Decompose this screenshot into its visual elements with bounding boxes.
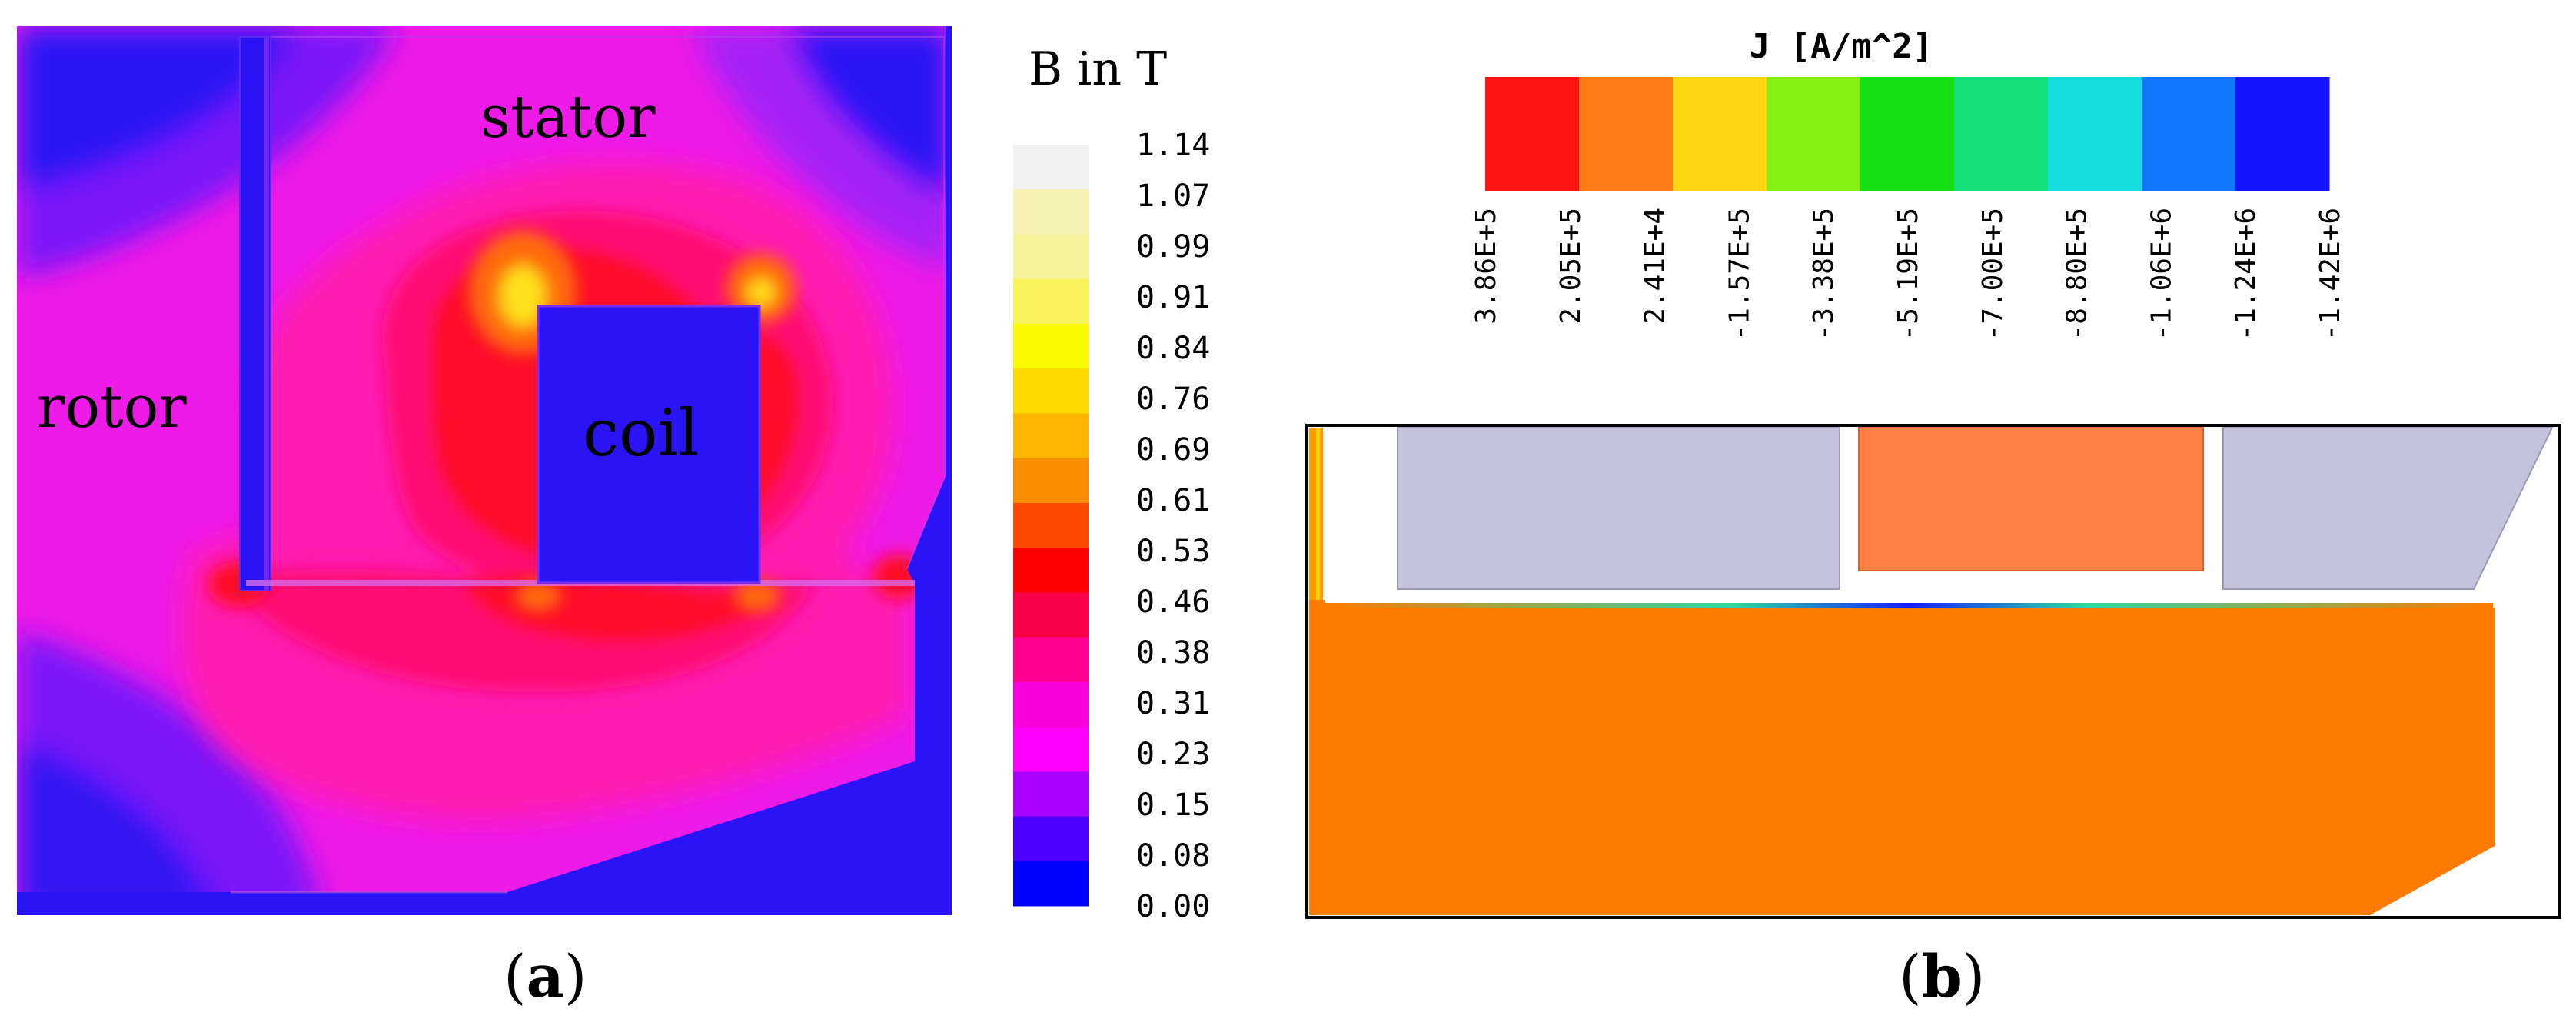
legend-b-tick-label: 2.05E+5 [1555, 208, 1587, 325]
legend-b-swatch [1860, 77, 1955, 191]
legend-a-tick-label: 0.23 [1136, 737, 1210, 772]
legend-a-tick-label: 0.38 [1136, 635, 1210, 671]
legend-b-tick-label: -8.80E+5 [2062, 208, 2093, 341]
legend-b-tick-label: -1.42E+6 [2315, 208, 2346, 341]
legend-a-swatch [1013, 458, 1089, 504]
legend-b-tick-label: 3.86E+5 [1471, 208, 1502, 325]
coil-region [537, 305, 761, 584]
panel-b-current-density-plot: J [A/m^2] 3.86E+5 2.05E+5 2.41E+4 -1.57E+5 -… [1305, 27, 2561, 1011]
legend-a-tick-label: 0.00 [1136, 889, 1210, 924]
legend-a-swatch [1013, 368, 1089, 414]
legend-b-title: J [A/m^2] [1750, 27, 1933, 66]
legend-a-tick-label: 0.46 [1136, 584, 1210, 620]
legend-b-tick-label: -1.24E+6 [2230, 208, 2262, 341]
field-boundary-bottom-region [17, 892, 538, 915]
legend-b-tick-label: -7.00E+5 [1977, 208, 2009, 341]
legend-a-tick-label: 0.08 [1136, 838, 1210, 874]
field-map [17, 26, 952, 915]
legend-a-tick-label: 0.31 [1136, 686, 1210, 721]
panel-a-flux-density-plot: stator rotor coil B in T 1.14 1.07 0.99 0.9… [17, 26, 1210, 1011]
legend-a-swatch [1013, 323, 1089, 369]
rotor-conductor [1309, 608, 2495, 915]
rotor-left-edge [1309, 600, 1325, 915]
coil-conductor [1858, 427, 2204, 571]
caption-a: (a) [504, 942, 587, 1011]
legend-a-swatch [1013, 816, 1089, 862]
legend-b-swatch [1954, 77, 2049, 191]
stator-tooth-right [2222, 427, 2554, 590]
legend-a-swatch [1013, 548, 1089, 593]
legend-a-swatch [1013, 145, 1089, 190]
coil-label: coil [583, 395, 699, 471]
legend-a-swatch [1013, 413, 1089, 459]
legend-b-ticks: 3.86E+5 2.05E+5 2.41E+4 -1.57E+5 -3.38E+5 -5.… [1471, 208, 2346, 341]
legend-b-tick-label: -1.06E+6 [2146, 208, 2177, 341]
legend-a-colorbar [1013, 145, 1089, 907]
legend-b-swatch [1579, 77, 1674, 191]
legend-a-swatch [1013, 681, 1089, 728]
legend-a-swatch [1013, 592, 1089, 638]
legend-a-swatch [1013, 278, 1089, 325]
legend-b-swatch [1673, 77, 1767, 191]
legend-b-tick-label: 2.41E+4 [1640, 208, 1671, 325]
legend-a-tick-label: 0.69 [1136, 432, 1210, 468]
legend-a-tick-label: 1.07 [1136, 178, 1210, 214]
stator-tooth-left [1397, 427, 1840, 590]
hotspot-left-yellow [500, 265, 546, 327]
legend-b-swatch [2142, 77, 2236, 191]
stator-label: stator [480, 82, 656, 151]
field-region-top-right-blue [784, 26, 952, 200]
rotor-bar-edge [264, 37, 269, 591]
field-boundary-right-region [461, 26, 952, 915]
legend-a-swatch [1013, 189, 1089, 235]
legend-b-swatch [2048, 77, 2142, 191]
field-region-top-right-violet [692, 26, 952, 269]
legend-a-swatch [1013, 771, 1089, 818]
legend-a-swatch [1013, 727, 1089, 772]
rotor-label: rotor [37, 372, 187, 441]
legend-b-colorbar [1485, 77, 2330, 191]
legend-a-swatch [1013, 502, 1089, 548]
hotspot-right-yellow [747, 278, 775, 306]
legend-a-swatch [1013, 861, 1089, 907]
legend-b-swatch [1767, 77, 1861, 191]
legend-b-tick-label: -1.57E+5 [1723, 208, 1755, 341]
caption-b: (b) [1899, 942, 1985, 1011]
legend-b-tick-label: -3.38E+5 [1808, 208, 1840, 341]
legend-a-title: B in T [1029, 42, 1167, 96]
legend-a-tick-label: 0.91 [1136, 280, 1210, 315]
legend-a-tick-label: 0.53 [1136, 534, 1210, 569]
legend-b-swatch [1485, 77, 1580, 191]
field-region-bottom-left-blue [17, 738, 223, 915]
legend-a-swatch [1013, 637, 1089, 683]
left-edge-highlight [1316, 428, 1320, 601]
stator-outline [271, 36, 945, 570]
legend-a-ticks: 1.14 1.07 0.99 0.91 0.84 0.76 0.69 0.61 0.53 0.46… [1136, 128, 1210, 924]
legend-a-tick-label: 0.15 [1136, 788, 1210, 823]
legend-a-swatch [1013, 234, 1089, 280]
legend-a-tick-label: 1.14 [1136, 128, 1210, 163]
legend-a-tick-label: 0.61 [1136, 483, 1210, 518]
hotspot-gap-mid [515, 581, 561, 611]
legend-a-tick-label: 0.76 [1136, 381, 1210, 417]
field-region-top-left-violet [17, 26, 400, 277]
legend-b-swatch [2235, 77, 2330, 191]
legend-a-tick-label: 0.99 [1136, 229, 1210, 265]
legend-b-tick-label: -5.19E+5 [1893, 208, 1924, 341]
hotspot-gap-right [734, 581, 780, 611]
legend-a-tick-label: 0.84 [1136, 331, 1210, 366]
